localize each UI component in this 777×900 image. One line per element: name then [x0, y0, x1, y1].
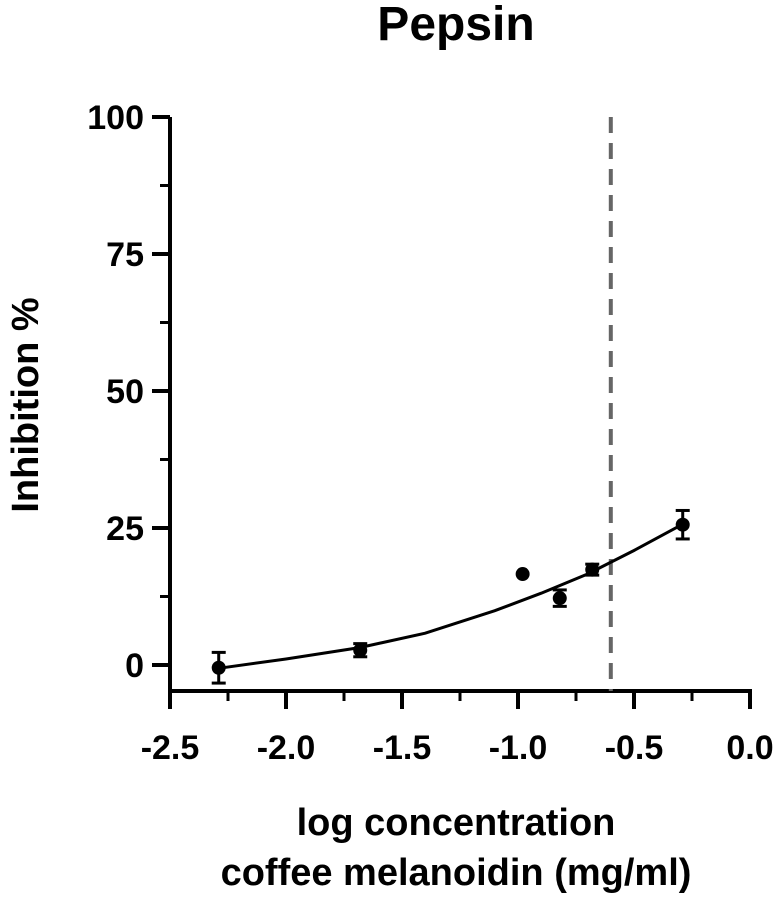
data-point	[353, 643, 368, 658]
x-tick-label: -1.0	[489, 729, 548, 767]
x-tick-label: 0.0	[726, 729, 773, 767]
x-axis-label-line2: coffee melanoidin (mg/ml)	[221, 852, 692, 894]
y-tick-label: 100	[87, 99, 144, 137]
data-point	[515, 567, 530, 582]
data-point	[675, 517, 690, 532]
x-tick-label: -1.5	[373, 729, 432, 767]
chart-title: Pepsin	[377, 0, 534, 51]
x-tick-label: -2.5	[141, 729, 200, 767]
x-tick-label: -2.0	[257, 729, 316, 767]
data-point	[211, 660, 226, 675]
fit-curve	[218, 522, 684, 670]
y-tick-label: 0	[125, 647, 144, 685]
y-axis-label: Inhibition %	[5, 297, 47, 512]
y-tick-label: 75	[106, 236, 144, 274]
y-tick-label: 25	[106, 510, 144, 548]
x-tick-label: -0.5	[605, 729, 664, 767]
x-axis-label-line1: log concentration	[297, 802, 616, 844]
y-tick-label: 50	[106, 373, 144, 411]
data-point	[585, 562, 600, 577]
plot-area: 0 25 50 75 100 -2.5 -2.0 -1.5 -1.0 -0.5 0.0	[87, 99, 773, 767]
data-point	[552, 591, 567, 606]
